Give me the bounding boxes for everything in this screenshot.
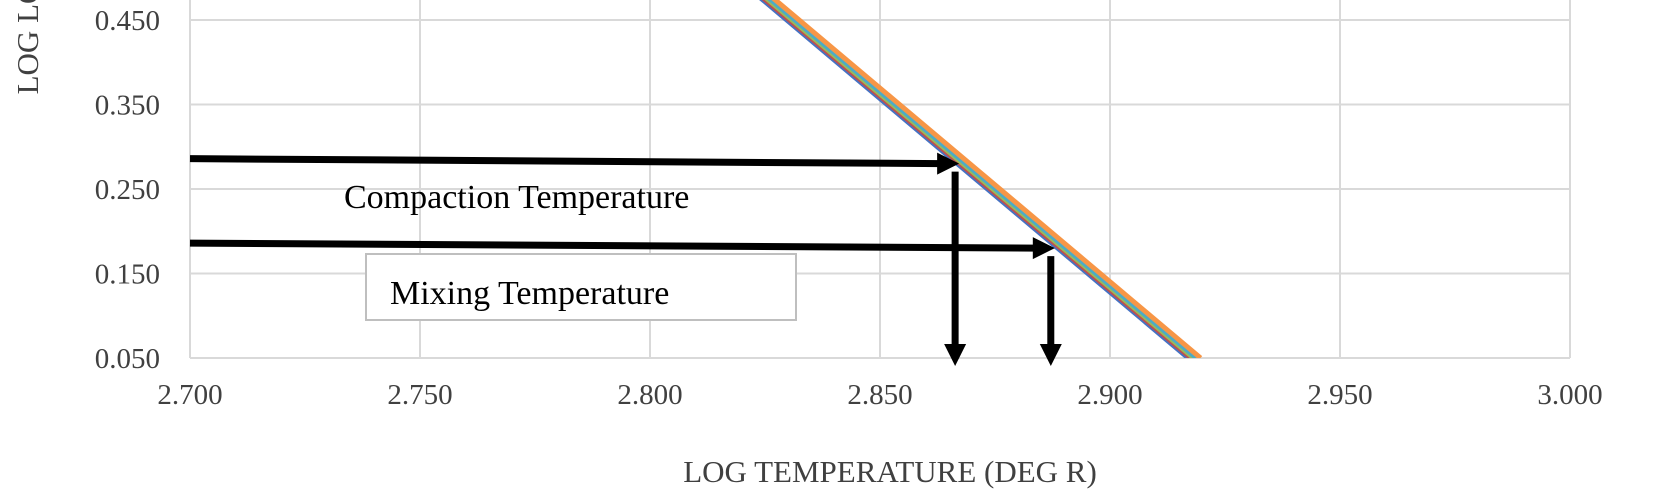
x-tick-label: 2.700 bbox=[157, 379, 222, 411]
y-tick-label: 0.150 bbox=[95, 259, 160, 291]
y-tick-label: 0.450 bbox=[95, 5, 160, 37]
tick-labels: 2.700 2.750 2.800 2.850 2.900 2.950 3.000 0.050… bbox=[95, 5, 1603, 411]
compaction-label: Compaction Temperature bbox=[344, 179, 689, 216]
mixing-vertical-arrowhead bbox=[1039, 344, 1062, 366]
mixing-label-box bbox=[365, 253, 797, 321]
x-tick-label: 2.950 bbox=[1307, 379, 1372, 411]
x-tick-label: 2.900 bbox=[1077, 379, 1142, 411]
mixing-label: Mixing Temperature bbox=[390, 275, 669, 312]
compaction-horizontal-arrow bbox=[189, 155, 942, 168]
series-line-4 bbox=[767, 0, 1199, 358]
y-axis-title: LOG LO bbox=[10, 0, 45, 94]
mixing-horizontal-arrow bbox=[189, 239, 1037, 252]
gridlines bbox=[189, 0, 1571, 359]
series-line-5 bbox=[771, 0, 1203, 358]
x-tick-label: 3.000 bbox=[1537, 379, 1602, 411]
annotations: Compaction Temperature Mixing Temperature bbox=[189, 152, 1062, 366]
compaction-vertical-arrowhead bbox=[944, 344, 967, 366]
mixing-horizontal-arrowhead bbox=[1032, 237, 1055, 260]
x-tick-label: 2.850 bbox=[847, 379, 912, 411]
y-tick-label: 0.250 bbox=[95, 174, 160, 206]
series-line-1 bbox=[759, 0, 1190, 358]
compaction-horizontal-arrowhead bbox=[937, 152, 960, 175]
x-tick-label: 2.800 bbox=[617, 379, 682, 411]
x-tick-label: 2.750 bbox=[387, 379, 452, 411]
x-axis-title: LOG TEMPERATURE (DEG R) bbox=[683, 454, 1097, 489]
series-lines bbox=[759, 0, 1203, 358]
y-tick-label: 0.350 bbox=[95, 90, 160, 122]
y-tick-label: 0.050 bbox=[95, 343, 160, 375]
